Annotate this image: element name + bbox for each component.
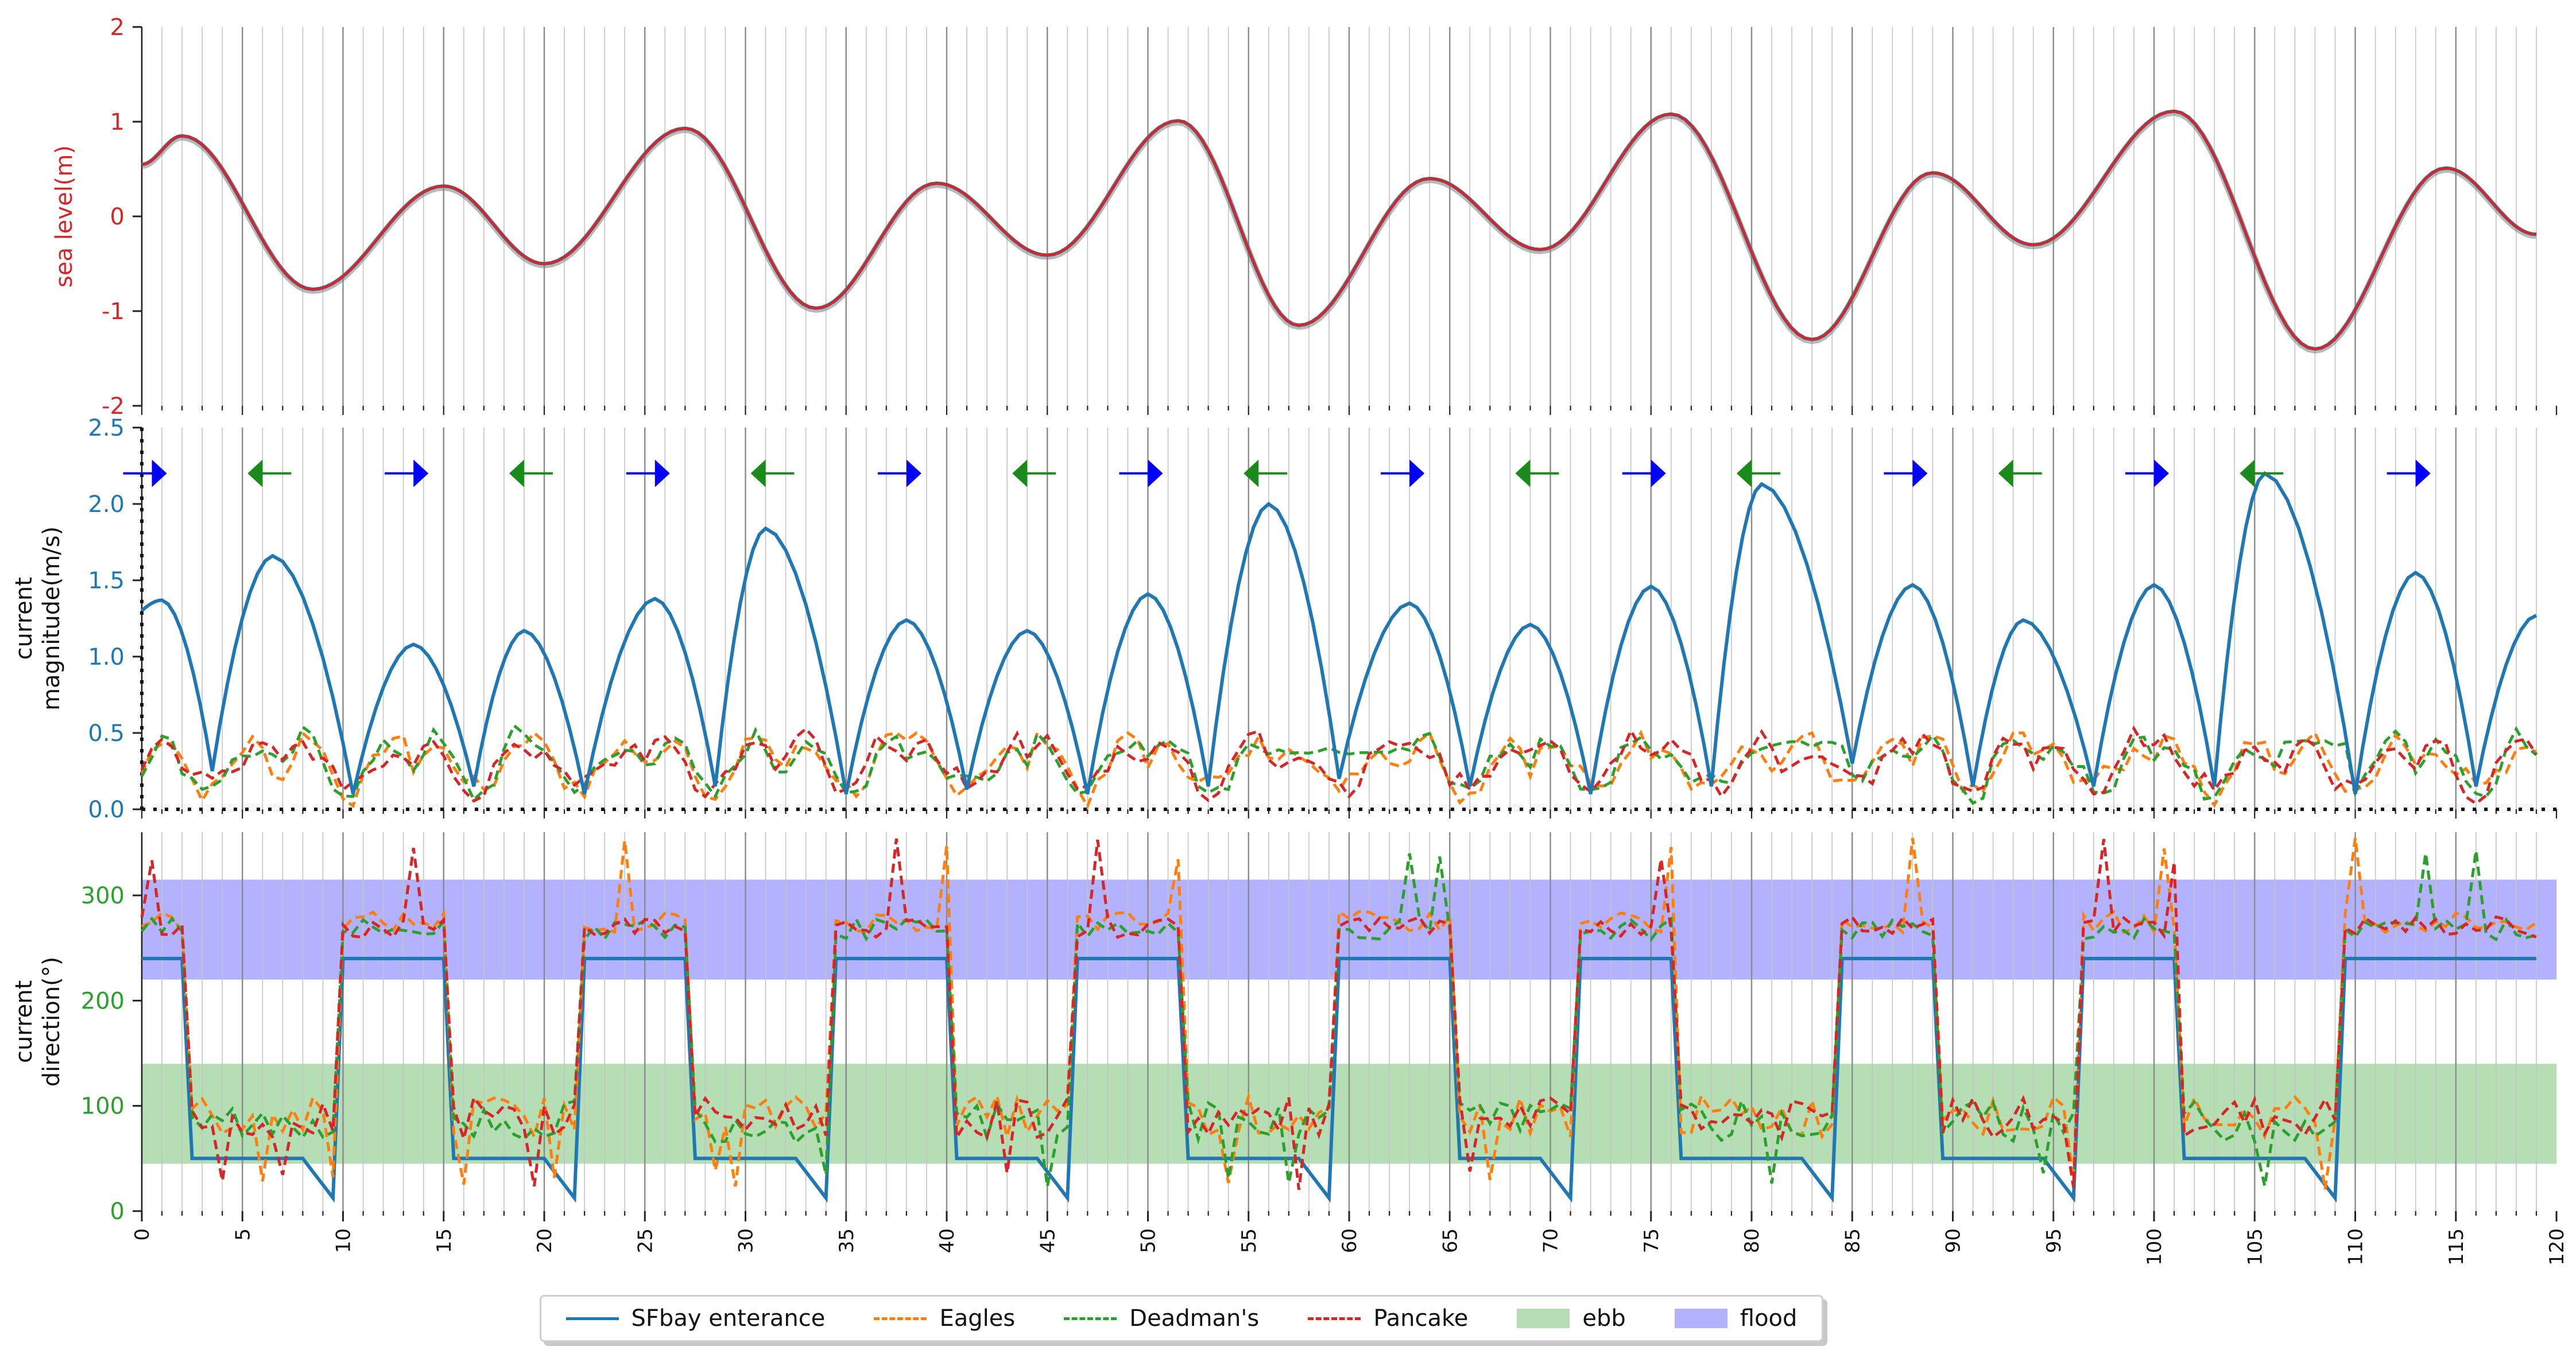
y-axis-label: current	[11, 577, 37, 659]
ebb-arrow-icon	[1244, 459, 1259, 487]
y-tick-label: 2.0	[88, 491, 125, 518]
y-tick-label: 200	[81, 988, 125, 1014]
y-axis-label: current	[11, 980, 37, 1063]
ebb-arrow-icon	[1515, 459, 1531, 487]
x-tick-label: 10	[332, 1228, 355, 1253]
ebb-arrow-icon	[750, 459, 766, 487]
x-tick-label: 105	[2244, 1228, 2267, 1266]
y-tick-label: 1.0	[88, 644, 125, 670]
flood-arrow-icon	[906, 459, 921, 487]
x-tick-label: 15	[433, 1228, 456, 1253]
legend-label-sfbay: SFbay enterance	[631, 1305, 826, 1332]
x-tick-label: 45	[1036, 1228, 1059, 1253]
magnitude-line-pancake	[140, 725, 2538, 805]
y-tick-label: 2	[110, 14, 125, 41]
direction-line-sfbay-enterance	[142, 957, 2536, 1203]
flood-arrow-icon	[1912, 459, 1928, 487]
legend-swatch-sfbay	[565, 1317, 619, 1320]
x-tick-label: 110	[2345, 1228, 2368, 1266]
legend-swatch-pancake	[1308, 1317, 1361, 1320]
direction-line-pancake	[140, 838, 2537, 1190]
y-tick-label: 0.5	[88, 720, 125, 747]
y-tick-label: 1.5	[88, 568, 125, 594]
x-tick-label: 75	[1640, 1228, 1663, 1253]
direction-line-deadman-s	[141, 850, 2537, 1187]
x-tick-label: 115	[2445, 1228, 2468, 1266]
x-tick-label: 40	[936, 1228, 959, 1253]
x-tick-label: 100	[2143, 1228, 2166, 1266]
legend-item-deadmans: Deadman's	[1064, 1305, 1259, 1332]
flood-arrow-icon	[1148, 459, 1163, 487]
ebb-arrow-icon	[1998, 459, 2013, 487]
legend-swatch-eagles	[874, 1317, 927, 1320]
y-axis-label: direction(°)	[38, 957, 65, 1087]
legend-item-pancake: Pancake	[1308, 1305, 1468, 1332]
legend-item-eagles: Eagles	[874, 1305, 1015, 1332]
legend-item-flood: flood	[1674, 1305, 1798, 1332]
x-tick-label: 5	[231, 1228, 254, 1241]
ebb-arrow-icon	[1012, 459, 1028, 487]
y-tick-label: -2	[102, 393, 125, 420]
legend-label-flood: flood	[1740, 1305, 1798, 1332]
legend-swatch-ebb	[1517, 1309, 1570, 1328]
y-axis-label: magnitude(m/s)	[38, 526, 65, 711]
flood-arrow-icon	[654, 459, 670, 487]
ebb-arrow-icon	[2240, 459, 2255, 487]
y-tick-label: 100	[81, 1093, 125, 1120]
x-tick-label: 65	[1439, 1228, 1462, 1253]
x-tick-label: 30	[735, 1228, 758, 1253]
x-tick-label: 70	[1540, 1228, 1563, 1253]
ebb-arrow-icon	[1737, 459, 1752, 487]
x-tick-label: 90	[1942, 1228, 1965, 1253]
x-tick-label: 35	[835, 1228, 858, 1253]
x-tick-label: 0	[131, 1228, 154, 1241]
flood-arrow-icon	[152, 459, 167, 487]
flood-arrow-icon	[413, 459, 429, 487]
flood-arrow-icon	[2154, 459, 2169, 487]
ebb-arrow-icon	[247, 459, 263, 487]
sea-level-panel: -2 -1 0 1 2 sea level(m)	[51, 14, 2558, 420]
x-tick-label: 85	[1841, 1228, 1864, 1253]
y-tick-label: 300	[81, 883, 125, 909]
current-direction-panel: 0 100 200 300 current direction(°) 0 5 10 15 20 25 3…	[11, 832, 2569, 1266]
x-tick-label: 95	[2043, 1228, 2066, 1253]
x-tick-label: 50	[1137, 1228, 1160, 1253]
legend-swatch-flood	[1674, 1309, 1727, 1328]
y-tick-label: 0.0	[88, 797, 125, 823]
legend-item-sfbay: SFbay enterance	[565, 1305, 826, 1332]
y-tick-label: 1	[110, 109, 125, 135]
legend-swatch-deadmans	[1064, 1317, 1117, 1320]
legend-item-ebb: ebb	[1517, 1305, 1626, 1332]
legend-label-pancake: Pancake	[1373, 1305, 1469, 1332]
current-magnitude-panel: 0.0 0.5 1.0 1.5 2.0 2.5 current magnitude(m/s)	[11, 415, 2558, 823]
legend-label-ebb: ebb	[1582, 1305, 1626, 1332]
x-tick-label: 80	[1741, 1228, 1764, 1253]
y-tick-label: 0	[110, 1198, 125, 1225]
x-tick-label: 20	[533, 1228, 556, 1253]
flood-arrow-icon	[2415, 459, 2431, 487]
flood-arrow-icon	[1651, 459, 1666, 487]
y-tick-label: -1	[102, 298, 125, 325]
y-tick-label: 2.5	[88, 415, 125, 441]
x-tick-label: 25	[634, 1228, 657, 1253]
legend-label-eagles: Eagles	[939, 1305, 1016, 1332]
x-tick-label: 120	[2546, 1228, 2569, 1266]
legend-label-deadmans: Deadman's	[1129, 1305, 1260, 1332]
x-tick-label: 55	[1238, 1228, 1261, 1253]
ebb-arrow-icon	[509, 459, 524, 487]
magnitude-line-eagles	[140, 730, 2537, 810]
magnitude-line-deadman-s	[140, 723, 2538, 805]
y-tick-label: 0	[110, 204, 125, 230]
magnitude-line-sfbay	[140, 471, 2538, 795]
sea-level-line-pancake	[141, 110, 2537, 351]
legend: SFbay enterance Eagles Deadman's Pancake…	[540, 1295, 1823, 1342]
flood-arrow-icon	[1409, 459, 1425, 487]
x-tick-label: 60	[1338, 1228, 1361, 1253]
y-axis-label: sea level(m)	[51, 145, 78, 288]
